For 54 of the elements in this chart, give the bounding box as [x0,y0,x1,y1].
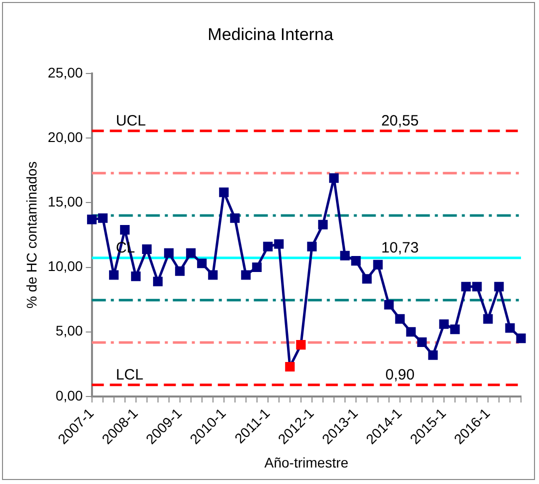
y-axis-title: % de HC contaminados [23,161,40,308]
y-tick-label: 20,00 [48,128,84,145]
ref-line-label: UCL [116,112,146,130]
point [362,274,372,284]
point [263,242,273,252]
y-tick-label: 5,00 [56,322,84,339]
annotation: 10,73 [381,239,419,256]
point [142,244,152,254]
x-axis-title: Año-trimestre [264,454,349,470]
point [252,262,262,272]
chart-title: Medicina Interna [208,24,334,44]
y-tick-label: 0,00 [56,387,84,404]
point [131,272,141,282]
point [285,362,295,372]
point [351,256,361,266]
point [505,323,515,333]
y-tick-label: 15,00 [48,194,84,210]
point [87,214,97,224]
point [439,319,449,329]
point [395,314,405,324]
point [186,248,196,258]
point [120,224,130,235]
point [340,250,350,260]
point [384,300,394,310]
point [461,282,471,292]
point [208,270,218,280]
y-tick-label: 10,00 [48,258,84,274]
point [318,220,328,230]
point [428,350,438,360]
point [98,213,108,223]
point [241,270,251,280]
y-tick-label: 25,00 [48,64,84,80]
ref-line-label: LCL [116,366,144,384]
point [153,276,163,286]
point [417,337,427,347]
point [373,260,383,270]
annotation: 20,55 [381,112,419,130]
point [494,282,504,292]
point [230,213,240,223]
point [164,248,174,258]
point [109,270,119,280]
point [450,324,460,334]
point [406,327,416,337]
point [296,340,306,350]
point [329,173,339,183]
point [197,258,207,268]
point [472,282,482,292]
point [175,266,185,276]
point [219,188,229,198]
annotation: 0,90 [385,366,415,384]
point [516,334,526,344]
point [307,242,317,252]
point [483,314,493,324]
point [274,239,284,249]
